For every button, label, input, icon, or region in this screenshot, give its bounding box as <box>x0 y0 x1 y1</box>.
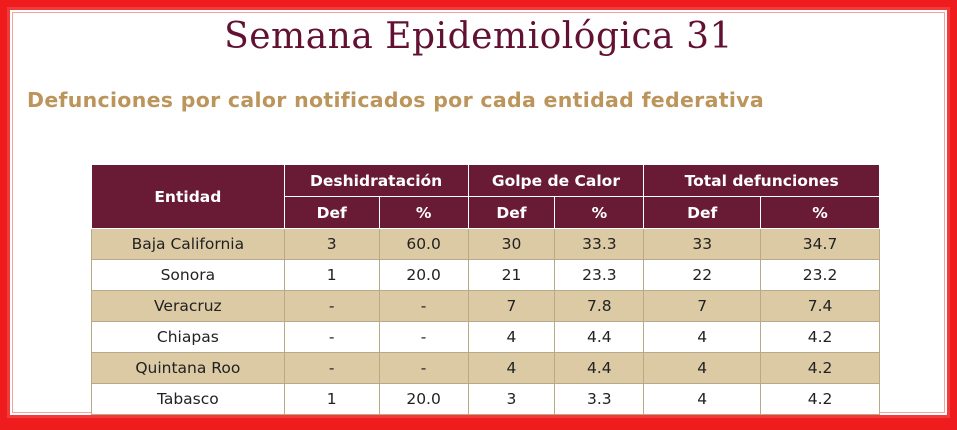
cell-entidad: Tabasco <box>91 383 285 415</box>
cell-entidad: Baja California <box>91 228 285 260</box>
subheader-pct: % <box>554 196 645 229</box>
cell-golpe-def: 4 <box>467 321 556 353</box>
cell-total-pct: 4.2 <box>760 352 880 384</box>
cell-golpe-pct: 4.4 <box>554 321 645 353</box>
cell-total-pct: 7.4 <box>760 290 880 322</box>
cell-total-def: 22 <box>643 259 762 291</box>
cell-total-pct: 34.7 <box>760 228 880 260</box>
table-row: Baja California 3 60.0 30 33.3 33 34.7 <box>91 228 880 260</box>
deaths-table: Entidad Deshidratación Golpe de Calor To… <box>91 164 880 415</box>
table-row: Tabasco 1 20.0 3 3.3 4 4.2 <box>91 383 880 415</box>
cell-entidad: Sonora <box>91 259 285 291</box>
cell-total-pct: 23.2 <box>760 259 880 291</box>
cell-total-pct: 4.2 <box>760 321 880 353</box>
cell-golpe-pct: 4.4 <box>554 352 645 384</box>
cell-golpe-def: 4 <box>467 352 556 384</box>
cell-golpe-def: 21 <box>467 259 556 291</box>
cell-golpe-pct: 3.3 <box>554 383 645 415</box>
subheader-def: Def <box>467 196 556 229</box>
subheader-def: Def <box>283 196 380 229</box>
cell-golpe-def: 3 <box>467 383 556 415</box>
cell-total-def: 4 <box>643 352 762 384</box>
cell-desh-def: 1 <box>283 383 380 415</box>
cell-entidad: Quintana Roo <box>91 352 285 384</box>
cell-golpe-pct: 33.3 <box>554 228 645 260</box>
cell-total-def: 7 <box>643 290 762 322</box>
cell-desh-pct: - <box>378 290 469 322</box>
table-row: Veracruz - - 7 7.8 7 7.4 <box>91 290 880 322</box>
cell-desh-def: - <box>283 352 380 384</box>
page-title: Semana Epidemiológica 31 <box>224 16 733 57</box>
cell-total-def: 4 <box>643 383 762 415</box>
header-deshidratacion: Deshidratación <box>283 164 469 197</box>
table-row: Sonora 1 20.0 21 23.3 22 23.2 <box>91 259 880 291</box>
cell-desh-def: - <box>283 321 380 353</box>
table-subheader-row: Def % Def % Def % <box>92 196 880 229</box>
table-header-row: Entidad Deshidratación Golpe de Calor To… <box>91 164 880 229</box>
cell-total-pct: 4.2 <box>760 383 880 415</box>
cell-desh-pct: - <box>378 352 469 384</box>
table-row: Quintana Roo - - 4 4.4 4 4.2 <box>91 352 880 384</box>
cell-desh-def: 1 <box>283 259 380 291</box>
cell-desh-pct: 60.0 <box>378 228 469 260</box>
subheader-pct: % <box>760 196 880 229</box>
subheader-pct: % <box>378 196 469 229</box>
cell-golpe-def: 30 <box>467 228 556 260</box>
header-golpe-de-calor: Golpe de Calor <box>467 164 645 197</box>
header-entidad: Entidad <box>91 164 285 229</box>
cell-entidad: Chiapas <box>91 321 285 353</box>
cell-golpe-pct: 7.8 <box>554 290 645 322</box>
cell-desh-def: - <box>283 290 380 322</box>
subheader-def: Def <box>643 196 762 229</box>
cell-total-def: 33 <box>643 228 762 260</box>
cell-entidad: Veracruz <box>91 290 285 322</box>
cell-desh-pct: - <box>378 321 469 353</box>
cell-desh-def: 3 <box>283 228 380 260</box>
cell-total-def: 4 <box>643 321 762 353</box>
table-row: Chiapas - - 4 4.4 4 4.2 <box>91 321 880 353</box>
cell-desh-pct: 20.0 <box>378 259 469 291</box>
header-total-defunciones: Total defunciones <box>643 164 880 197</box>
cell-golpe-pct: 23.3 <box>554 259 645 291</box>
cell-golpe-def: 7 <box>467 290 556 322</box>
page-subtitle: Defunciones por calor notificados por ca… <box>27 88 764 112</box>
cell-desh-pct: 20.0 <box>378 383 469 415</box>
